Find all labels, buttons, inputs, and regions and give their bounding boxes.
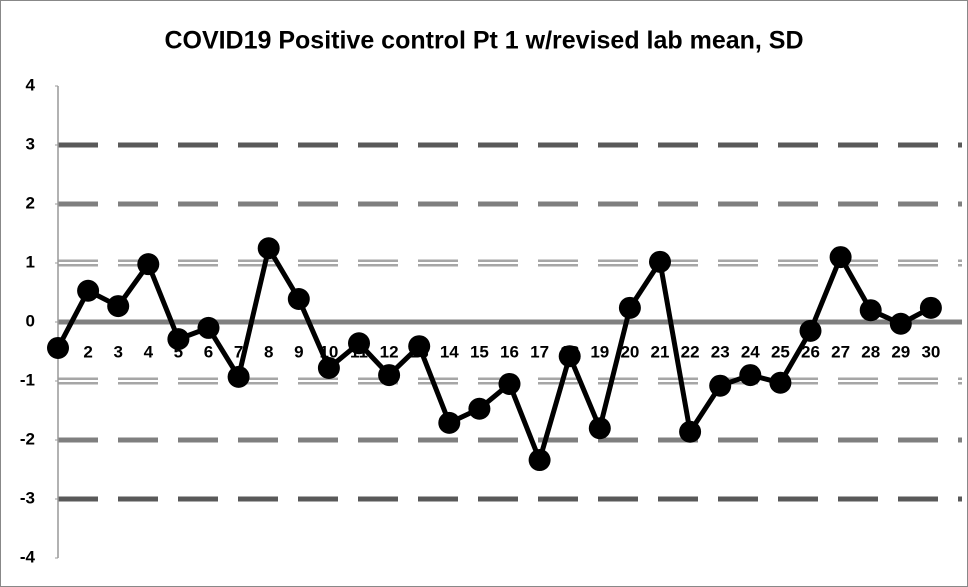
x-tick-label: 14 [440,342,459,361]
x-tick-label: 30 [921,342,940,361]
x-tick-label: 27 [831,342,850,361]
chart-title: COVID19 Positive control Pt 1 w/revised … [164,27,803,55]
x-tick-label: 24 [741,342,760,361]
data-point [378,364,401,387]
data-point [588,417,611,440]
data-point [558,345,581,368]
data-point [438,411,461,434]
data-point [227,365,250,388]
x-tick-label: 3 [113,342,122,361]
data-point [137,253,160,276]
y-tick-label: -4 [20,547,36,566]
x-tick-label: 5 [174,342,183,361]
data-point [618,296,641,319]
x-tick-label: 7 [234,342,243,361]
data-point [679,420,702,443]
y-tick-label: 0 [26,311,35,330]
data-point [498,372,521,395]
x-tick-label: 4 [144,342,154,361]
data-point [408,335,431,358]
data-point [769,371,792,394]
data-point [197,316,220,339]
x-tick-label: 22 [681,342,700,361]
data-point [287,287,310,310]
data-point [649,250,671,273]
y-tick-label: -2 [20,429,35,448]
y-tick-label: 4 [26,75,36,94]
data-point [47,336,69,359]
y-tick-label: 1 [26,252,35,271]
x-tick-label: 26 [801,342,820,361]
data-point [317,357,340,380]
x-tick-label: 8 [264,342,273,361]
x-tick-label: 17 [530,342,549,361]
y-tick-label: -3 [20,488,35,507]
x-tick-label: 19 [590,342,609,361]
y-tick-label: 3 [26,134,35,153]
data-point [859,299,882,322]
x-tick-label: 29 [891,342,910,361]
x-tick-label: 28 [861,342,880,361]
data-point [889,312,912,335]
data-point [829,246,852,269]
x-tick-label: 9 [294,342,303,361]
x-tick-label: 12 [380,342,399,361]
data-point [919,296,942,319]
data-point [468,397,491,420]
y-tick-label: -1 [20,370,35,389]
x-tick-label: 25 [771,342,790,361]
data-point [167,328,190,351]
data-point [709,374,732,397]
data-point [257,237,280,260]
data-point [799,319,822,342]
data-point [348,332,370,355]
data-point [739,364,762,387]
x-tick-label: 6 [204,342,213,361]
y-tick-label: 2 [26,193,35,212]
data-point [528,449,551,472]
x-tick-label: 20 [620,342,639,361]
x-tick-label: 2 [83,342,92,361]
data-point [77,279,100,302]
x-tick-label: 15 [470,342,489,361]
data-point [107,295,130,318]
x-tick-label: 23 [711,342,730,361]
x-tick-label: 21 [651,342,670,361]
x-tick-label: 16 [500,342,519,361]
